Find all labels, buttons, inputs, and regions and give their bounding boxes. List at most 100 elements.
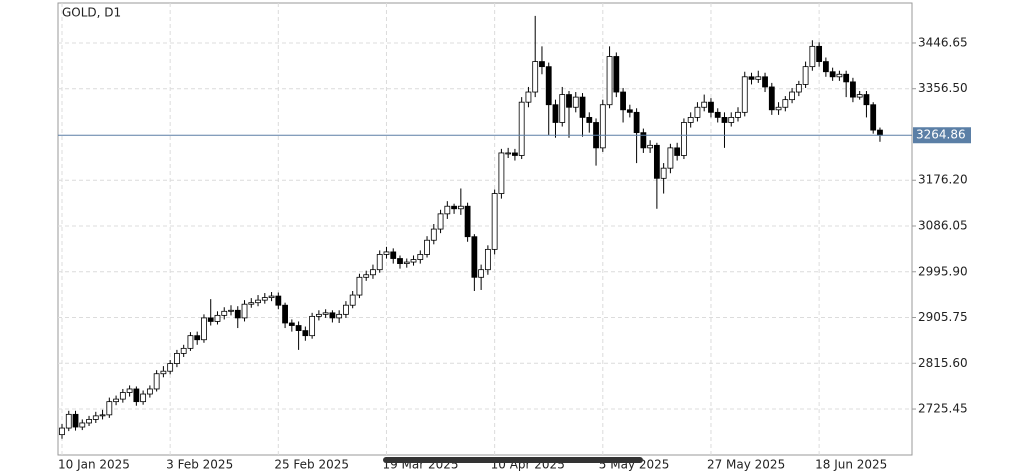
y-tick-label: 2995.90	[918, 264, 968, 278]
candle-body	[606, 56, 613, 106]
price-label-box	[913, 127, 971, 144]
candle-body	[782, 99, 789, 108]
plot-area	[57, 2, 913, 456]
candle-body	[539, 61, 545, 68]
candle-body	[180, 347, 187, 354]
candle-body	[599, 104, 606, 149]
candle-body	[174, 353, 180, 364]
y-tick-label: 3446.65	[918, 35, 968, 49]
candle-body	[187, 335, 194, 349]
candle-body	[255, 299, 261, 304]
candle-body	[241, 303, 248, 319]
candle-body	[383, 251, 390, 255]
candle-body	[816, 45, 823, 62]
candle-body	[207, 317, 214, 322]
candle-body	[451, 205, 457, 210]
candle-body	[201, 317, 207, 341]
candle-body	[667, 147, 674, 169]
x-tick-label: 25 Feb 2025	[274, 458, 349, 472]
candle-body	[153, 373, 160, 390]
candle-body	[146, 388, 153, 395]
candle-body	[755, 76, 762, 80]
candle-body	[167, 363, 174, 372]
scrollbar[interactable]	[383, 457, 643, 463]
candle-body	[613, 56, 620, 93]
y-tick-label: 2815.60	[918, 356, 968, 370]
candle-body	[647, 144, 654, 149]
candle-body	[843, 73, 850, 83]
candle-body	[261, 297, 268, 301]
candle-body	[424, 239, 430, 255]
candle-body	[349, 294, 356, 306]
candle-body	[484, 248, 491, 271]
candle-body	[694, 106, 701, 118]
candle-body	[343, 304, 349, 315]
candle-body	[295, 325, 302, 331]
candle-body	[498, 152, 505, 194]
candle-body	[653, 144, 660, 179]
candle-body	[850, 81, 856, 98]
x-tick-label: 27 May 2025	[707, 458, 785, 472]
candle-body	[403, 261, 410, 264]
candle-body	[329, 312, 336, 319]
candle-body	[119, 392, 126, 400]
candle-body	[336, 313, 343, 319]
candle-body	[687, 117, 694, 123]
candle-body	[86, 419, 92, 424]
candle-body	[701, 101, 708, 108]
candle-body	[92, 415, 99, 420]
x-tick-label: 18 Jun 2025	[815, 458, 887, 472]
marks	[58, 15, 912, 439]
y-tick-label: 3176.20	[918, 173, 968, 187]
candle-body	[221, 310, 228, 316]
candle-body	[505, 152, 512, 155]
candle-body	[640, 132, 647, 149]
candle-body	[836, 73, 843, 78]
price-label: 3264.86	[916, 128, 966, 142]
candle-body	[478, 269, 485, 278]
candle-body	[748, 76, 755, 80]
candle-body	[430, 228, 437, 241]
candle-body	[822, 61, 829, 73]
candle-body	[282, 304, 288, 324]
candle-body	[877, 129, 883, 136]
candle-body	[302, 330, 309, 337]
candle-body	[735, 111, 741, 118]
candle-body	[390, 251, 397, 259]
candle-body	[397, 258, 403, 264]
candle-body	[457, 205, 464, 210]
candle-body	[518, 101, 525, 156]
candle-body	[315, 313, 322, 317]
candle-body	[72, 413, 79, 428]
candle-body	[491, 193, 498, 250]
y-tick-label: 3086.05	[918, 219, 968, 233]
candle-body	[789, 91, 795, 101]
x-tick-label: 10 Jan 2025	[58, 458, 130, 472]
candle-body	[194, 335, 201, 341]
candle-body	[863, 94, 870, 106]
candle-body	[721, 117, 728, 123]
y-tick-label: 3356.50	[918, 81, 968, 95]
candle-body	[795, 84, 802, 93]
candle-body	[248, 302, 255, 305]
candle-body	[133, 388, 140, 403]
candle-body	[572, 96, 579, 108]
candle-body	[559, 94, 566, 123]
candle-body	[275, 295, 282, 306]
candle-body	[681, 122, 687, 156]
candle-body	[552, 104, 559, 123]
candle-body	[674, 147, 681, 156]
candle-body	[59, 427, 65, 436]
candle-body	[268, 295, 275, 298]
x-tick-label: 3 Feb 2025	[166, 458, 233, 472]
candle-body	[437, 213, 444, 230]
candle-body	[370, 269, 376, 276]
candle-body	[579, 96, 586, 118]
candle-body	[214, 314, 221, 322]
candle-body	[160, 370, 167, 375]
candle-body	[65, 413, 72, 429]
candle-body	[376, 254, 383, 271]
candle-body	[762, 76, 768, 88]
candle-body	[741, 76, 748, 113]
